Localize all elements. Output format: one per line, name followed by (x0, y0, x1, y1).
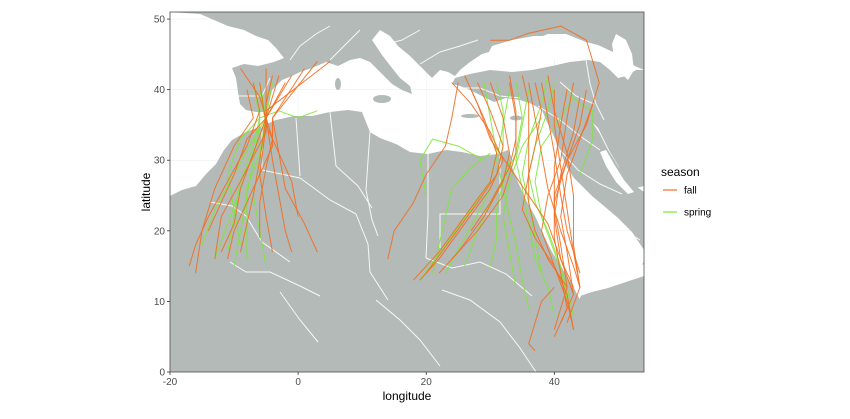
y-tick-label: 30 (154, 156, 166, 167)
legend: season fall spring (661, 165, 711, 221)
track-spring (246, 82, 273, 260)
track-spring (496, 89, 530, 309)
land-europe (170, 12, 644, 112)
y-tick-label: 50 (154, 15, 166, 26)
legend-label-spring: spring (684, 208, 711, 219)
track-fall (560, 103, 594, 323)
legend-title: season (661, 165, 700, 179)
track-fall (528, 286, 555, 352)
x-axis-title: longitude (383, 389, 432, 403)
track-spring (419, 138, 485, 196)
track-fall (207, 82, 286, 232)
track-fall (553, 89, 587, 337)
track-spring (566, 89, 594, 175)
track-fall (240, 75, 280, 253)
x-tick-label: 0 (295, 377, 301, 388)
land-crete (461, 114, 479, 118)
track-layer (188, 25, 600, 352)
x-tick-label: -20 (163, 377, 178, 388)
track-fall (528, 82, 568, 288)
track-fall (547, 75, 581, 288)
y-axis: 0 10 20 30 40 50 (154, 15, 170, 379)
y-tick-label: 20 (154, 226, 166, 237)
track-fall (528, 82, 581, 288)
land-sicily (373, 95, 391, 103)
track-spring (227, 82, 261, 253)
track-fall (195, 89, 254, 274)
water-caspian-sea (612, 34, 634, 80)
x-tick-label: 40 (549, 377, 561, 388)
track-fall (214, 61, 331, 260)
panel-border (169, 11, 645, 373)
track-fall (272, 68, 318, 253)
track-spring (201, 82, 267, 246)
track-fall (470, 75, 517, 232)
track-spring (502, 117, 542, 288)
track-spring (432, 152, 491, 274)
track-fall (490, 25, 600, 203)
x-axis: -20 0 20 40 (163, 372, 561, 388)
water-black-sea (488, 36, 572, 66)
track-fall (541, 82, 581, 274)
y-axis-title: latitude (139, 172, 153, 211)
legend-label-fall: fall (684, 186, 697, 197)
x-tick-label: 20 (421, 377, 433, 388)
track-spring (227, 110, 318, 245)
land-sardinia (335, 78, 341, 90)
y-tick-label: 0 (159, 368, 165, 379)
water-gulf-of-aden (578, 264, 644, 296)
track-fall (451, 82, 517, 260)
track-fall (419, 82, 504, 281)
water-persian-gulf (600, 150, 634, 194)
track-fall (265, 75, 299, 217)
track-fall (188, 82, 261, 267)
track-spring (515, 89, 555, 316)
y-tick-label: 40 (154, 85, 166, 96)
track-fall (413, 89, 498, 281)
track-fall (387, 82, 459, 260)
y-tick-label: 10 (154, 297, 166, 308)
track-fall (464, 75, 574, 288)
